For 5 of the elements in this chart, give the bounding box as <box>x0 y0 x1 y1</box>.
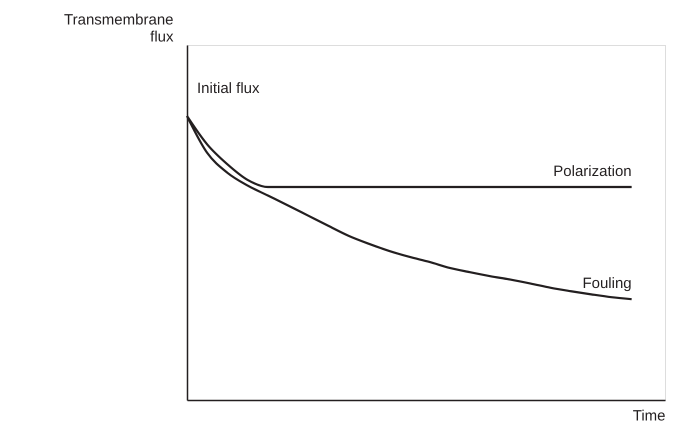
series-label: Polarization <box>553 163 632 180</box>
series-label: Fouling <box>582 275 632 292</box>
text: Initial flux <box>197 80 260 97</box>
y-axis-title: Transmembrane flux <box>64 12 174 46</box>
x-axis-title: Time <box>632 408 666 424</box>
